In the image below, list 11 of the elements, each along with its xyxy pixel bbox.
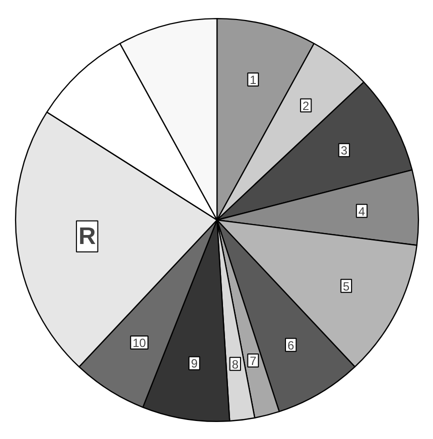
slice-label: 5 <box>342 279 350 294</box>
slice-label: 6 <box>287 338 294 352</box>
slice-label: 8 <box>232 357 239 372</box>
slice-label: 1 <box>250 73 257 88</box>
slice-label: 9 <box>190 356 198 371</box>
slice-label: 10 <box>132 336 146 350</box>
legend-label: 7 <box>250 354 257 368</box>
slice-label: 2 <box>302 98 310 113</box>
slice-label: 3 <box>340 144 348 158</box>
slice-label: R <box>78 222 96 250</box>
slice-label: 4 <box>358 204 366 218</box>
